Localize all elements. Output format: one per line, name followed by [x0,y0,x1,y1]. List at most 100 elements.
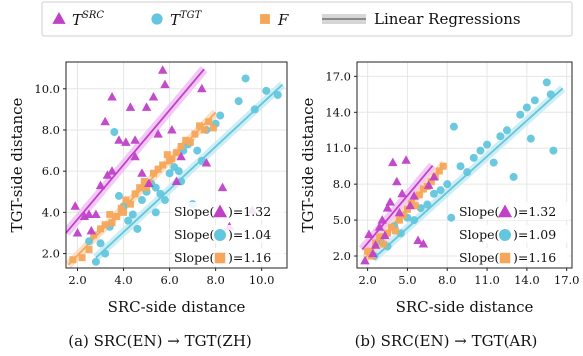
slope-circle-icon [499,229,511,241]
y-axis-title: TGT-side distance [299,97,317,232]
point-f [106,210,114,218]
slope-annotation-tgt: Slope()=1.09 [457,225,569,243]
point-tgt [489,158,498,167]
y-tick-label: 2.0 [42,247,60,261]
slope-annotation-src: Slope()=1.32 [172,202,284,220]
point-f [403,205,411,213]
point-tgt [542,78,551,87]
point-f [388,223,396,231]
x-tick-label: 17.0 [554,273,580,287]
legend-entry-3: Linear Regressions [322,10,521,28]
point-src [141,102,152,111]
point-src [95,180,106,190]
point-f [163,151,171,159]
x-tick-label: 14.0 [514,273,540,287]
point-f [90,231,98,239]
point-tgt [443,180,452,189]
slope-square-icon [214,252,226,264]
point-tgt [496,132,505,141]
point-tgt [463,168,472,177]
panel-caption: (b) SRC(EN) → TGT(AR) [355,332,538,350]
slope-prefix: Slope( [174,250,214,265]
slope-label-bg [172,202,284,220]
point-src [374,222,385,231]
x-axis-title: SRC-side distance [396,298,534,316]
point-f [411,202,419,210]
point-f [191,130,199,138]
point-src [385,197,395,206]
x-tick-label: 8.0 [206,273,224,287]
point-src [380,230,390,240]
slope-suffix: )=1.32 [513,204,556,219]
series-tgt [85,74,282,266]
point-tgt [85,237,94,246]
point-tgt [483,140,492,149]
point-tgt [273,90,282,99]
point-src [429,171,439,181]
y-tick-label: 2.0 [333,249,351,263]
point-f [391,227,399,235]
point-src [91,209,101,218]
point-src [368,248,378,258]
point-src [153,129,163,138]
point-src [413,235,423,244]
axes-frame [356,61,573,269]
legend-label: Linear Regressions [374,10,521,28]
point-f [108,219,116,227]
point-tgt [110,128,119,137]
point-src [401,155,411,164]
series-src [360,155,439,265]
point-f [126,200,134,208]
point-tgt [522,103,531,112]
point-f [376,233,384,241]
point-src [157,65,168,74]
point-src [114,135,124,144]
slope-prefix: Slope( [459,204,499,219]
point-f [69,256,77,264]
point-src [121,137,131,146]
slope-circle-icon [214,229,226,241]
point-src [388,157,398,167]
slope-label-bg [172,248,284,266]
point-src [217,182,228,192]
legend-label-sup: SRC [82,10,104,21]
point-tgt [193,146,202,155]
slope-annotation-src: Slope( )=1.32 [457,202,569,220]
slope-suffix: )=1.09 [513,227,556,242]
x-tick-label: 4.0 [114,273,132,287]
slope-label-bg [457,248,569,266]
point-src [148,92,159,101]
slope-label-bg [457,202,569,220]
point-src [167,124,177,134]
point-tgt [549,146,558,155]
slope-prefix: Slope( [459,250,499,265]
slope-prefix: Slope( [174,204,214,219]
x-axis-title: SRC-side distance [108,298,246,316]
point-src [382,203,393,212]
slope-triangle-icon [497,204,513,218]
point-tgt [241,74,250,83]
point-tgt [114,191,123,200]
y-tick-label: 5.0 [333,213,351,227]
point-f [140,177,148,185]
point-f [435,167,443,175]
point-f [113,213,121,220]
point-f [200,126,208,134]
legend: TSRC TTGT F Linear Regressions [41,1,573,37]
point-tgt [165,169,174,178]
panel-b: 2.0 5.0 8.0 11.0 14.0 17.0 2.0 5.0 8.0 11.0 14.0 17… [299,61,580,350]
point-src [137,168,147,177]
point-tgt [151,208,160,217]
point-src [107,166,117,175]
point-src [377,215,387,224]
point-tgt [96,239,105,248]
point-tgt [449,122,458,131]
point-f [143,184,151,192]
point-f [101,221,109,229]
point-src [107,92,117,101]
point-tgt [410,216,419,225]
point-f [122,196,130,204]
x-tick-label: 5.0 [398,273,416,287]
point-f [439,162,447,170]
slope-square-icon [499,252,511,264]
